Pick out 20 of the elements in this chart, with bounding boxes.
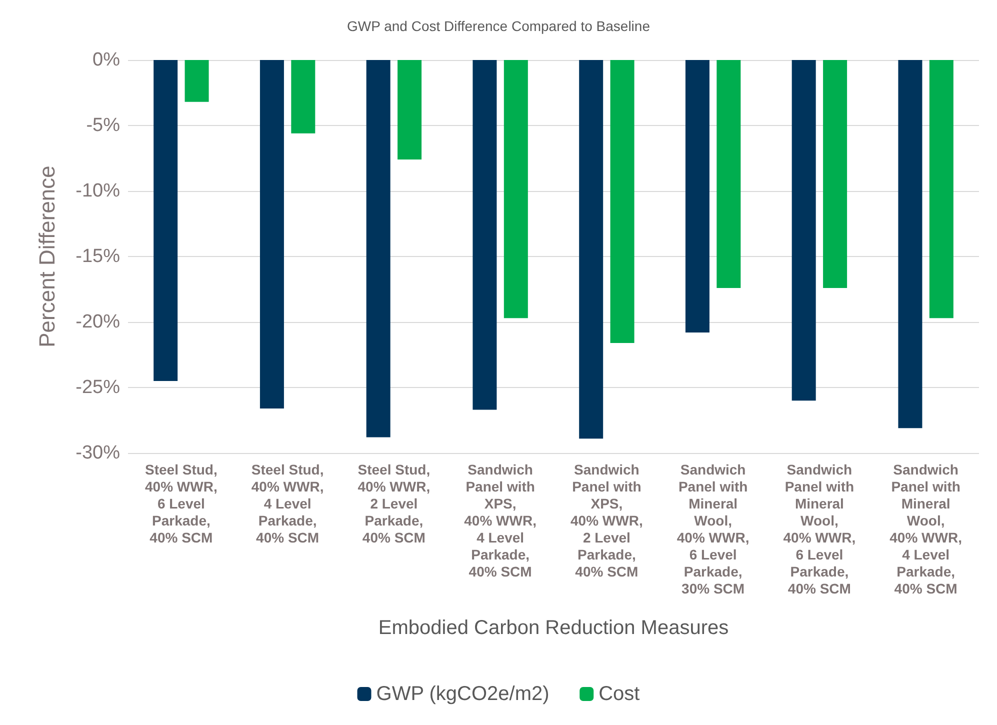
x-tick-label: Sandwich Panel with Mineral Wool, 40% WWR, 4 Level Parkade, 40% SCM [890,462,962,596]
x-tick-label: Sandwich Panel with XPS, 40% WWR, 2 Level Parkade, 40% SCM [570,462,643,580]
y-tick-label: -20% [76,312,120,332]
x-tick-label: Steel Stud, 40% WWR, 4 Level Parkade, 40% SCM [251,462,324,546]
legend-label: Cost [598,683,640,705]
x-axis-title: Embodied Carbon Reduction Measures [378,617,729,639]
y-tick-label: -5% [86,115,120,136]
x-tick-label: Sandwich Panel with Mineral Wool, 40% WWR, 6 Level Parkade, 30% SCM [676,462,750,596]
chart-title: GWP and Cost Difference Compared to Baseline [347,18,650,34]
y-tick-label: -15% [76,246,120,267]
x-tick-label: Sandwich Panel with XPS, 40% WWR, 4 Level Parkade, 40% SCM [464,462,536,580]
x-tick-label: Sandwich Panel with Mineral Wool, 40% WWR, 6 Level Parkade, 40% SCM [783,462,856,596]
y-tick-label: -25% [76,377,120,398]
y-axis-title: Percent Difference [34,166,60,348]
x-tick-label: Steel Stud, 40% WWR, 6 Level Parkade, 40% SCM [145,462,218,546]
y-tick-label: 0% [92,50,120,70]
y-tick-label: -30% [76,442,120,464]
x-tick-label: Steel Stud, 40% WWR, 2 Level Parkade, 40% SCM [358,462,430,546]
legend-label: GWP (kgCO2e/m2) [376,683,550,705]
y-tick-label: -10% [76,180,120,202]
